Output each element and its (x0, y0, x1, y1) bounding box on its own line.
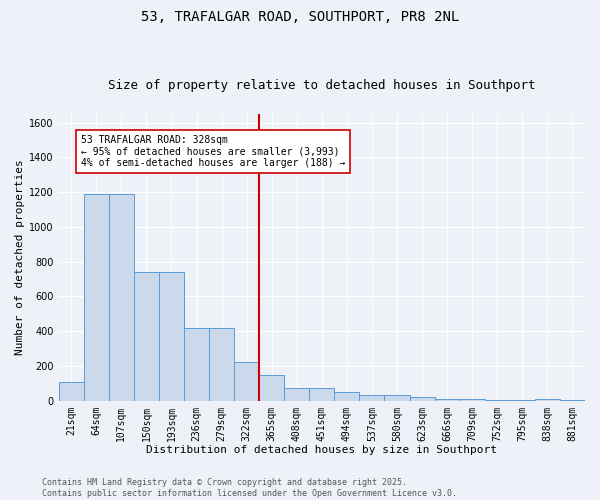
Bar (434, 398, 460, 400)
Bar (234, 362, 259, 401)
Bar (535, 398, 560, 400)
Bar (134, 272, 159, 400)
Bar (460, 398, 485, 400)
X-axis label: Distribution of detached houses by size in Southport: Distribution of detached houses by size … (146, 445, 497, 455)
Bar (334, 392, 359, 400)
Title: Size of property relative to detached houses in Southport: Size of property relative to detached ho… (108, 79, 536, 92)
Y-axis label: Number of detached properties: Number of detached properties (15, 160, 25, 355)
Bar (410, 397, 434, 400)
Bar (359, 394, 385, 400)
Text: Contains HM Land Registry data © Crown copyright and database right 2025.
Contai: Contains HM Land Registry data © Crown c… (42, 478, 457, 498)
Bar (284, 388, 309, 400)
Text: 53, TRAFALGAR ROAD, SOUTHPORT, PR8 2NL: 53, TRAFALGAR ROAD, SOUTHPORT, PR8 2NL (141, 10, 459, 24)
Bar (309, 388, 334, 400)
Bar (385, 394, 410, 400)
Bar (259, 374, 284, 400)
Bar (84, 194, 109, 400)
Bar (109, 194, 134, 400)
Bar (184, 328, 209, 400)
Bar (59, 382, 84, 400)
Bar (209, 328, 234, 400)
Bar (159, 272, 184, 400)
Text: 53 TRAFALGAR ROAD: 328sqm
← 95% of detached houses are smaller (3,993)
4% of sem: 53 TRAFALGAR ROAD: 328sqm ← 95% of detac… (81, 135, 346, 168)
